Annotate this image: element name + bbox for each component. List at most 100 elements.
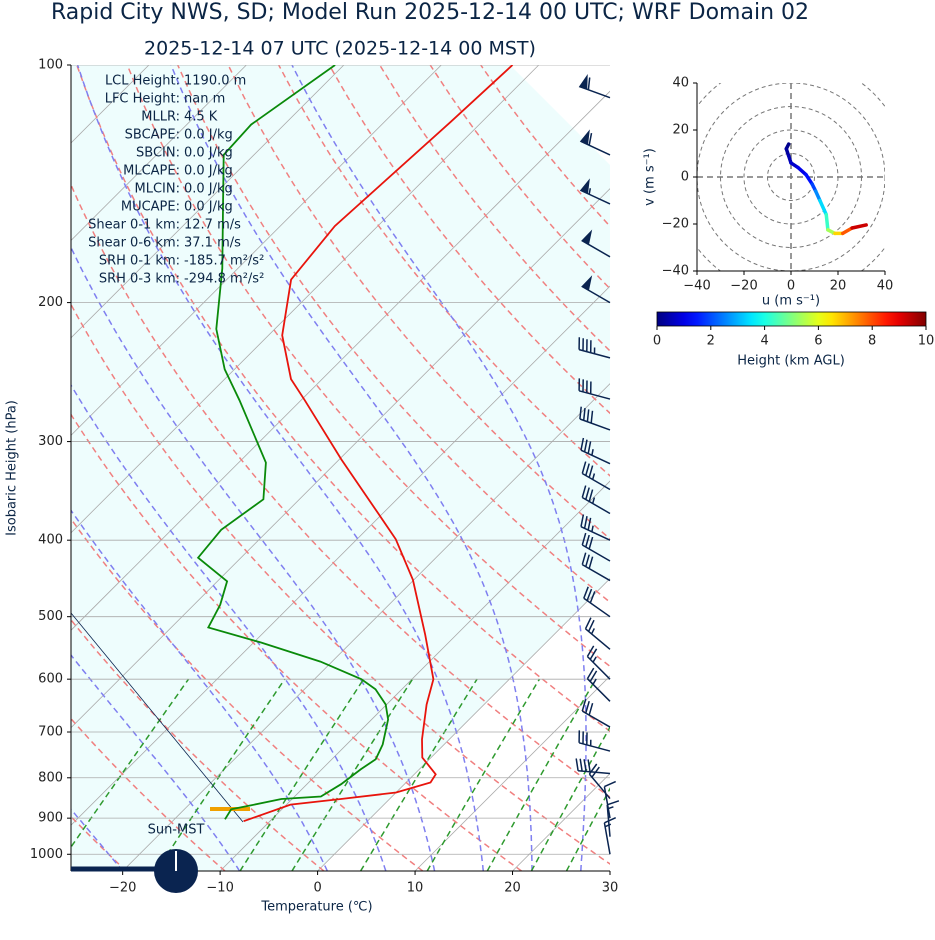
background-lines [71, 65, 610, 871]
hodo-segment [824, 212, 830, 232]
x-tick-label: 30 [602, 881, 619, 896]
wind-barb [580, 514, 611, 541]
colorbar [656, 311, 927, 327]
wind-barb [578, 337, 611, 359]
wind-barb [579, 178, 611, 205]
y-tick-label: 800 [38, 770, 63, 785]
hodo-segment [796, 165, 808, 177]
dry-adiabat [71, 717, 226, 871]
hodo-x-tick-label: −40 [683, 279, 710, 294]
wind-barb [586, 667, 611, 702]
colorbar-tick-label: 4 [760, 334, 768, 349]
stat-value: 0.0 J/kg [184, 182, 233, 197]
wind-barb [580, 437, 611, 465]
wind-barb [575, 758, 611, 775]
stat-label: LCL Height: [105, 74, 180, 89]
y-tick-label: 500 [38, 609, 63, 624]
wind-barb [581, 275, 611, 304]
stat-value: 0.0 J/kg [184, 146, 233, 161]
wind-barb [581, 485, 611, 515]
dry-adiabat [227, 65, 610, 540]
hodo-plot [697, 83, 885, 271]
stat-label: Shear 0-1 km: [88, 218, 180, 233]
profile-line [196, 65, 390, 820]
hodo-segment [818, 198, 828, 217]
mixing-ratio [71, 678, 190, 849]
hodo-x-tick-label: 20 [830, 279, 847, 294]
parcel-path [71, 612, 244, 823]
stat-value: 37.1 m/s [184, 236, 241, 251]
isotherm [414, 675, 610, 871]
isotherm [71, 65, 442, 436]
subtitle: 2025-12-14 07 UTC (2025-12-14 00 MST) [144, 38, 536, 60]
axes: 100 200 300 400 500 600 700 800 900 1000 −20 −10 0 10… [30, 58, 618, 896]
y-tick-label: 400 [38, 533, 63, 548]
dry-adiabat [126, 65, 610, 668]
y-tick-label: 200 [38, 295, 63, 310]
stat-value: 12.7 m/s [184, 218, 241, 233]
stat-value: 0.0 J/kg [184, 164, 233, 179]
title: Rapid City NWS, SD; Model Run 2025-12-14… [51, 0, 809, 25]
hodo-y-tick-label: 20 [672, 123, 689, 138]
hodograph: −40 −20 0 20 40 −40 −20 0 20 40 [662, 76, 894, 294]
profiles [71, 65, 514, 823]
mixing-ratio [155, 678, 286, 871]
wind-barb [578, 73, 611, 99]
mixing-ratio [426, 678, 541, 871]
stat-label: MLLR: [141, 110, 180, 125]
moist-adiabat [170, 65, 533, 871]
stat-label: Shear 0-6 km: [88, 236, 180, 251]
x-axis-label: Temperature (℃) [260, 900, 372, 915]
cold-shading [71, 65, 610, 871]
wind-barb [581, 461, 611, 491]
wind-barb [603, 817, 617, 855]
dry-adiabat [76, 65, 610, 733]
stat-label: MUCAPE: [121, 200, 180, 215]
moist-adiabat [71, 509, 328, 871]
moist-adiabat [71, 383, 387, 871]
y-tick-label: 600 [38, 672, 63, 687]
wind-barb [584, 617, 611, 650]
colorbar-tick-label: 0 [653, 334, 661, 349]
colorbar-tick-label: 2 [707, 334, 715, 349]
mixing-ratio [239, 678, 365, 871]
hodo-y-tick-label: 40 [672, 76, 689, 91]
colorbar-tick-label: 8 [868, 334, 876, 349]
stat-value: 0.0 J/kg [184, 200, 233, 215]
x-tick-label: −20 [109, 881, 136, 896]
hodo-x-tick-label: 40 [877, 279, 894, 294]
hodo-x-label: u (m s⁻¹) [762, 294, 820, 309]
dry-adiabat [71, 183, 610, 799]
hodo-segment [804, 172, 814, 186]
hodo-x-tick-label: 0 [787, 279, 795, 294]
wind-barb [583, 586, 611, 618]
x-tick-label: 20 [504, 881, 521, 896]
wind-barb [581, 532, 611, 562]
isotherm [71, 90, 610, 631]
y-axis-label: Isobaric Height (hPa) [5, 400, 20, 536]
wind-barb [581, 552, 611, 582]
hodo-y-tick-label: −20 [662, 217, 689, 232]
colorbar-tick-label: 10 [918, 334, 935, 349]
x-tick-label: 10 [407, 881, 424, 896]
wind-barb [578, 378, 611, 400]
time-label: Sun-MST [148, 823, 205, 838]
dry-adiabat [71, 517, 424, 871]
stat-value: 0.0 J/kg [184, 128, 233, 143]
isotherm [219, 480, 610, 871]
wind-barb [581, 698, 611, 728]
stat-label: SBCAPE: [125, 128, 180, 143]
y-tick-label: 1000 [30, 847, 63, 862]
hodo-segment [850, 223, 868, 230]
stat-value: -294.8 m²/s² [184, 272, 264, 287]
y-tick-label: 900 [38, 811, 63, 826]
moist-adiabat [71, 808, 124, 871]
colorbar-tick-label: 6 [814, 334, 822, 349]
mixing-ratio [486, 678, 597, 871]
stat-label: LFC Height: [105, 92, 180, 107]
stats-box: LCL Height: 1190.0 m LFC Height: nan m MLLR:… [88, 74, 264, 287]
stat-label: MLCIN: [135, 182, 180, 197]
wind-barb [588, 763, 611, 800]
isotherm [317, 578, 610, 871]
